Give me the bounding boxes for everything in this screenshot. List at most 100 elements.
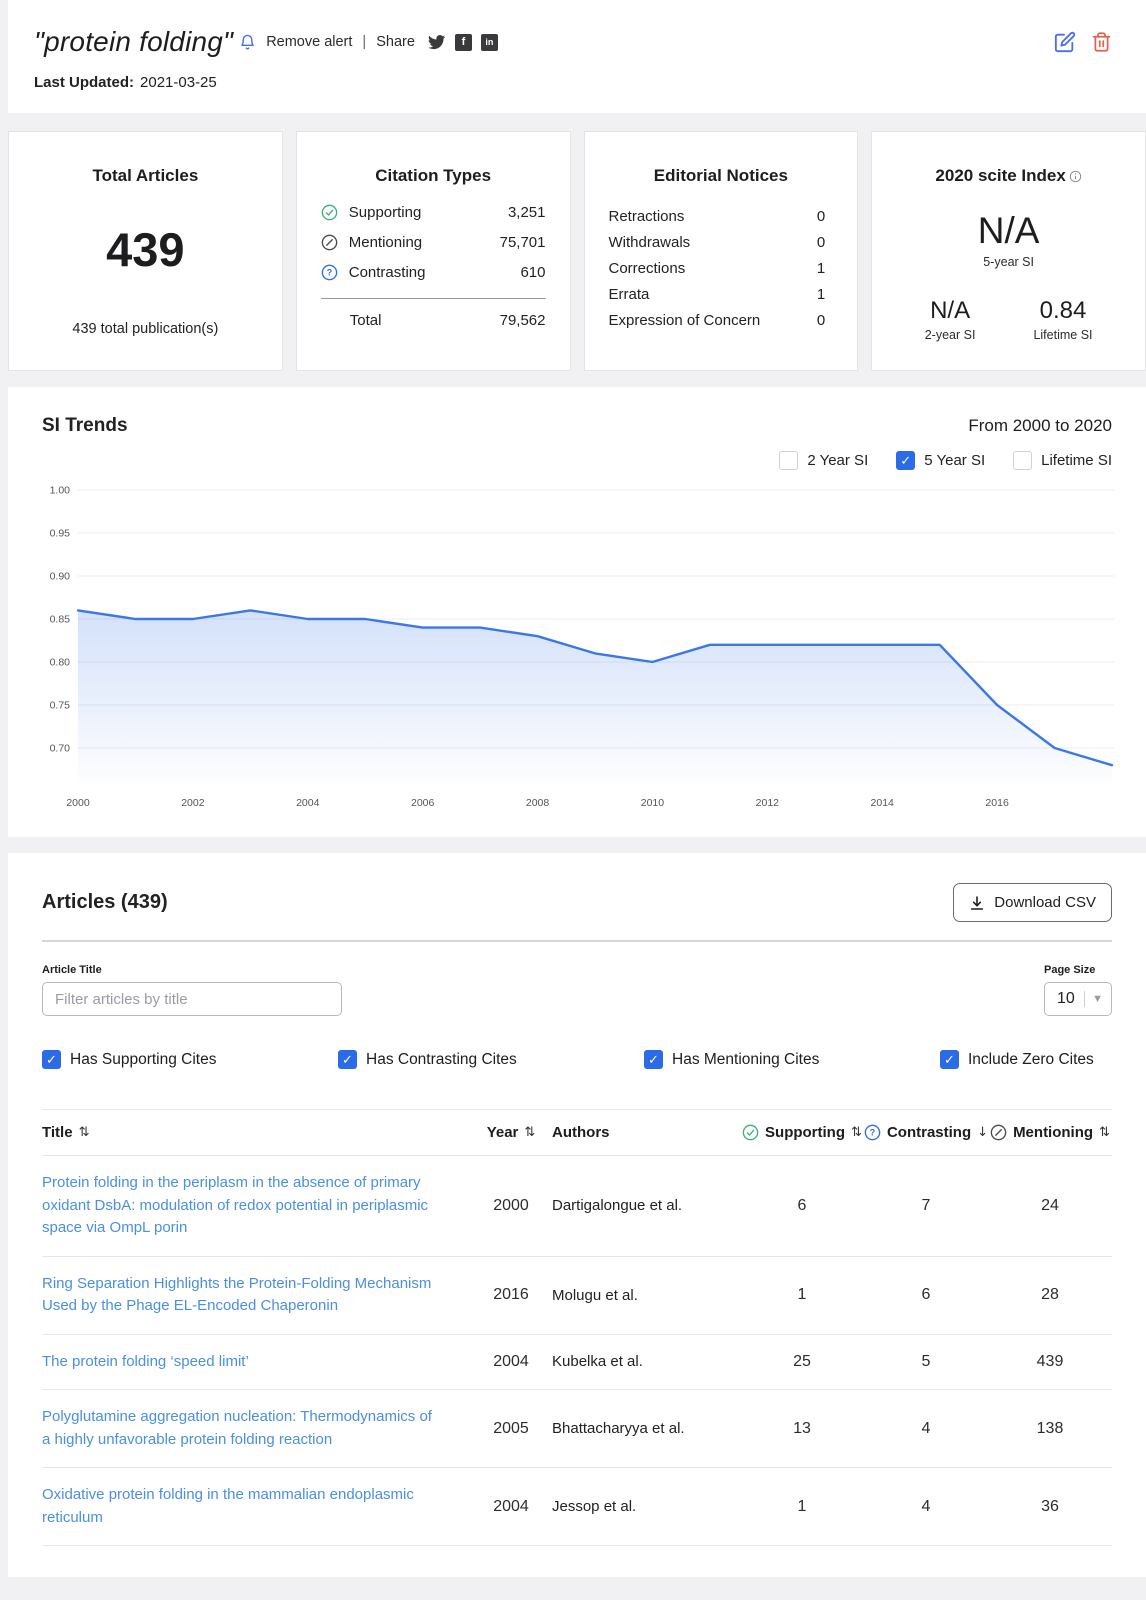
- five-year-si-value: N/A: [977, 210, 1040, 251]
- svg-text:0.90: 0.90: [50, 571, 71, 583]
- cite-filters: ✓ Has Supporting Cites ✓ Has Contrasting Ci…: [42, 1050, 1112, 1069]
- citation-type-row: Mentioning 75,701: [321, 234, 546, 251]
- citation-type-row: ? Contrasting 610: [321, 264, 546, 281]
- articles-section: Articles (439) Download CSV Article Titl…: [8, 853, 1146, 1577]
- checked-checkbox-icon: ✓: [644, 1050, 663, 1069]
- supporting-icon: [742, 1124, 759, 1141]
- filter-checkbox-include-zero-cites[interactable]: ✓ Include Zero Cites: [940, 1050, 1094, 1069]
- article-title-link[interactable]: Oxidative protein folding in the mammali…: [42, 1486, 414, 1526]
- svg-text:0.80: 0.80: [50, 657, 71, 669]
- sort-icon: ⇅: [524, 1125, 536, 1140]
- article-year: 2004: [493, 1497, 529, 1515]
- filter-checkbox-has-mentioning-cites[interactable]: ✓ Has Mentioning Cites: [644, 1050, 940, 1069]
- article-title-link[interactable]: Ring Separation Highlights the Protein-F…: [42, 1274, 432, 1315]
- svg-text:2000: 2000: [66, 797, 90, 809]
- svg-text:0.75: 0.75: [50, 700, 71, 712]
- si-trends-section: SI Trends From 2000 to 2020 2 Year SI ✓ 5 …: [8, 387, 1146, 837]
- scite-index-title: 2020 scite Index: [935, 166, 1066, 185]
- unchecked-checkbox-icon: [1013, 451, 1033, 470]
- svg-text:1.00: 1.00: [50, 485, 71, 497]
- trends-range-label: From 2000 to 2020: [968, 416, 1112, 435]
- last-updated-label: Last Updated:: [34, 74, 135, 91]
- share-label: Share: [376, 34, 415, 50]
- article-year: 2016: [493, 1286, 529, 1303]
- bell-icon: [239, 34, 256, 51]
- info-icon[interactable]: [1069, 170, 1082, 183]
- edit-icon: [1054, 31, 1076, 53]
- checked-checkbox-icon: ✓: [896, 451, 916, 470]
- delete-alert-button[interactable]: [1091, 31, 1112, 53]
- svg-text:2012: 2012: [756, 797, 780, 809]
- trend-checkbox-5-year-si[interactable]: ✓ 5 Year SI: [896, 451, 985, 470]
- supporting-count: 1: [797, 1497, 807, 1515]
- article-title-link[interactable]: Protein folding in the periplasm in the …: [42, 1174, 429, 1236]
- svg-text:2006: 2006: [411, 797, 435, 809]
- articles-divider: [42, 940, 1112, 942]
- download-icon: [969, 895, 985, 911]
- editorial-notice-row: Withdrawals 0: [608, 234, 826, 251]
- svg-text:0.70: 0.70: [50, 743, 71, 755]
- table-row: Protein folding in the periplasm in the …: [42, 1156, 1112, 1257]
- table-header: Title ⇅ Year ⇅ Authors Supporting ⇅? Contrastin…: [42, 1109, 1112, 1156]
- si-trends-chart: 1.00 0.95 0.90 0.85 0.80 0.75 0.70 2000 2002 2004…: [42, 478, 1114, 817]
- checked-checkbox-icon: ✓: [338, 1050, 357, 1069]
- download-csv-button[interactable]: Download CSV: [953, 883, 1112, 922]
- table-body: Protein folding in the periplasm in the …: [42, 1156, 1112, 1546]
- svg-text:2002: 2002: [181, 797, 205, 809]
- sort-desc-icon: ↓: [977, 1125, 989, 1140]
- article-title-link[interactable]: Polyglutamine aggregation nucleation: Th…: [42, 1408, 432, 1448]
- trash-icon: [1091, 31, 1112, 53]
- unchecked-checkbox-icon: [779, 451, 799, 470]
- editorial-notice-row: Expression of Concern 0: [608, 312, 826, 329]
- article-title-link[interactable]: The protein folding ‘speed limit’: [42, 1352, 249, 1370]
- supporting-icon: [321, 204, 338, 221]
- filter-checkbox-has-contrasting-cites[interactable]: ✓ Has Contrasting Cites: [338, 1050, 644, 1069]
- article-title-filter-input[interactable]: [42, 982, 342, 1016]
- page-size-label: Page Size: [1044, 964, 1096, 976]
- edit-alert-button[interactable]: [1054, 31, 1076, 53]
- page-size-select[interactable]: 10 ▼: [1044, 982, 1112, 1016]
- table-row: Oxidative protein folding in the mammali…: [42, 1468, 1112, 1546]
- svg-text:2004: 2004: [296, 797, 320, 809]
- contrasting-icon: ?: [321, 264, 338, 281]
- contrasting-count: 4: [921, 1497, 931, 1515]
- contrasting-count: 7: [921, 1196, 931, 1214]
- trend-checkbox-lifetime-si[interactable]: Lifetime SI: [1013, 451, 1112, 470]
- mentioning-count: 24: [1041, 1196, 1059, 1214]
- twitter-icon[interactable]: [427, 33, 446, 52]
- article-year: 2004: [493, 1352, 529, 1370]
- supporting-count: 6: [797, 1196, 807, 1214]
- page-title: "protein folding": [34, 26, 234, 57]
- svg-text:2014: 2014: [871, 797, 895, 809]
- column-header-contrasting[interactable]: ? Contrasting ↓: [864, 1124, 988, 1141]
- trend-checkbox-2-year-si[interactable]: 2 Year SI: [779, 451, 868, 470]
- column-header-year[interactable]: Year ⇅: [486, 1124, 536, 1141]
- column-header-supporting[interactable]: Supporting ⇅: [740, 1124, 864, 1141]
- contrasting-icon: ?: [864, 1124, 881, 1141]
- svg-text:?: ?: [327, 268, 332, 278]
- svg-text:0.85: 0.85: [50, 614, 71, 626]
- header-separator: |: [362, 34, 367, 50]
- article-authors: Dartigalongue et al.: [552, 1197, 683, 1215]
- article-authors: Jessop et al.: [552, 1498, 637, 1515]
- citation-total-value: 79,562: [499, 312, 546, 329]
- total-articles-card: Total Articles 439 439 total publication…: [8, 131, 283, 371]
- mentioning-count: 138: [1036, 1419, 1064, 1437]
- editorial-notice-row: Errata 1: [608, 286, 826, 303]
- remove-alert-link[interactable]: Remove alert: [266, 34, 353, 50]
- citation-types-card: Citation Types Supporting 3,251 Mentioning…: [295, 131, 571, 371]
- svg-text:2010: 2010: [641, 797, 665, 809]
- linkedin-icon[interactable]: in: [480, 33, 498, 51]
- svg-text:?: ?: [870, 1128, 875, 1138]
- scite-index-card: 2020 scite Index N/A 5-year SI N/A 2-yea…: [871, 131, 1146, 371]
- trend-checkboxes: 2 Year SI ✓ 5 Year SI Lifetime SI: [42, 451, 1112, 470]
- article-authors: Molugu et al.: [552, 1286, 638, 1304]
- si-trends-title: SI Trends: [42, 415, 128, 436]
- column-header-mentioning[interactable]: Mentioning ⇅: [988, 1124, 1112, 1141]
- facebook-icon[interactable]: f: [454, 33, 472, 51]
- table-row: Ring Separation Highlights the Protein-F…: [42, 1257, 1112, 1335]
- filter-checkbox-has-supporting-cites[interactable]: ✓ Has Supporting Cites: [42, 1050, 338, 1069]
- column-header-title[interactable]: Title ⇅: [42, 1124, 90, 1141]
- page-header: "protein folding" Remove alert | Share f…: [8, 0, 1146, 113]
- editorial-notices-card: Editorial Notices Retractions 0 Withdrawal…: [583, 131, 859, 371]
